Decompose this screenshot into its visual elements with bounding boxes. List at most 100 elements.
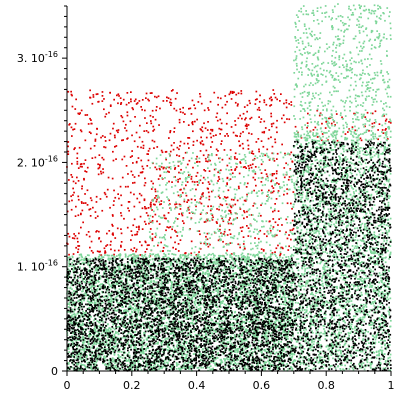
data-point — [121, 139, 123, 142]
data-point — [76, 322, 79, 324]
data-point — [248, 351, 250, 354]
data-point — [183, 291, 185, 293]
data-point — [191, 346, 194, 349]
data-point — [233, 330, 236, 332]
data-point — [256, 361, 259, 364]
data-point — [74, 314, 76, 317]
data-point — [128, 367, 131, 369]
data-point — [127, 262, 130, 264]
data-point — [229, 256, 231, 258]
data-point — [199, 351, 201, 354]
data-point — [192, 130, 194, 133]
data-point — [253, 341, 256, 343]
data-point — [88, 330, 91, 333]
data-point — [140, 356, 143, 358]
data-point — [82, 259, 85, 261]
data-point — [181, 220, 184, 222]
data-point — [202, 288, 205, 291]
data-point — [195, 205, 197, 208]
data-point — [95, 361, 98, 363]
data-point — [271, 361, 273, 363]
data-point — [132, 258, 135, 261]
data-point — [271, 185, 273, 188]
data-point — [218, 256, 221, 258]
data-point — [284, 353, 286, 356]
data-point — [133, 299, 136, 302]
data-point — [120, 115, 123, 117]
data-point — [192, 291, 195, 293]
data-point — [147, 131, 150, 134]
data-point — [70, 174, 73, 176]
data-point — [108, 304, 110, 307]
data-point — [170, 366, 173, 369]
data-point — [242, 255, 245, 257]
data-point — [229, 242, 232, 244]
data-point — [83, 298, 85, 301]
data-point — [254, 281, 257, 283]
data-point — [278, 355, 281, 357]
data-point — [185, 357, 188, 360]
data-point — [285, 231, 287, 234]
data-point — [68, 200, 71, 203]
data-point — [218, 320, 221, 322]
data-point — [174, 168, 176, 170]
data-point — [248, 132, 250, 135]
data-point — [190, 315, 193, 317]
data-point — [286, 192, 289, 195]
data-point — [147, 299, 150, 301]
data-point — [307, 112, 309, 115]
data-point — [223, 233, 225, 235]
data-point — [272, 190, 275, 193]
data-point — [214, 266, 216, 269]
data-point — [189, 340, 191, 343]
data-point — [175, 327, 178, 330]
data-point — [252, 351, 254, 353]
data-point — [147, 274, 150, 277]
data-point — [196, 272, 199, 275]
data-point — [223, 196, 226, 198]
data-point — [277, 244, 279, 247]
data-point — [164, 255, 167, 257]
data-point — [229, 92, 232, 94]
data-point — [74, 182, 77, 185]
data-point — [118, 367, 120, 370]
data-point — [113, 348, 116, 351]
data-point — [138, 100, 141, 102]
data-point — [123, 309, 125, 312]
data-point — [84, 292, 86, 294]
data-point — [108, 286, 110, 288]
data-point — [139, 241, 141, 243]
data-point — [214, 254, 216, 257]
data-point — [250, 133, 253, 135]
data-point — [111, 358, 114, 360]
data-point — [220, 323, 223, 326]
data-point — [111, 223, 113, 226]
data-point — [193, 104, 195, 106]
data-point — [165, 150, 168, 153]
data-point — [236, 359, 238, 362]
data-point — [84, 170, 86, 172]
data-point — [163, 166, 165, 169]
data-point — [285, 278, 288, 281]
data-point — [206, 257, 208, 260]
data-point — [290, 101, 293, 103]
data-point — [128, 209, 130, 212]
data-point — [263, 261, 265, 264]
data-point — [183, 367, 185, 369]
data-point — [73, 128, 76, 130]
data-point — [272, 122, 275, 125]
data-point — [134, 233, 136, 236]
data-point — [278, 365, 281, 368]
data-point — [256, 98, 258, 100]
data-point — [128, 254, 131, 257]
data-point — [129, 120, 132, 123]
data-point — [94, 285, 96, 288]
data-point — [276, 256, 278, 259]
data-point — [83, 315, 86, 318]
data-point — [230, 222, 232, 225]
data-point — [132, 273, 134, 275]
data-point — [136, 102, 139, 104]
data-point — [263, 120, 266, 123]
data-point — [229, 335, 232, 338]
data-point — [151, 109, 154, 112]
